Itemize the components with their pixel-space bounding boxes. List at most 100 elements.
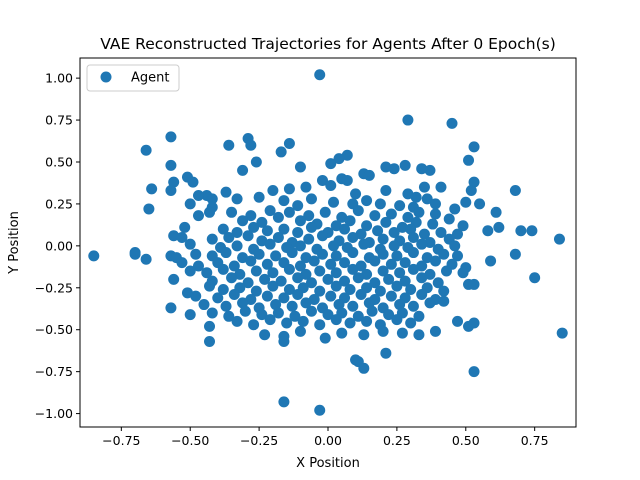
- data-point: [347, 263, 359, 275]
- data-point: [438, 248, 450, 260]
- data-point: [206, 307, 218, 319]
- data-point: [449, 240, 461, 252]
- data-point: [339, 257, 351, 269]
- data-point: [264, 205, 276, 217]
- data-point: [294, 215, 306, 227]
- data-point: [347, 247, 359, 259]
- data-point: [237, 215, 249, 227]
- data-point: [88, 250, 100, 262]
- data-point: [330, 267, 342, 279]
- data-point: [429, 198, 441, 210]
- data-point: [435, 181, 447, 193]
- x-tick-label: 0.75: [521, 433, 549, 448]
- y-tick-label: 0.25: [45, 196, 73, 211]
- data-point: [237, 297, 249, 309]
- data-point: [228, 260, 240, 272]
- data-point: [316, 174, 328, 186]
- data-point: [322, 273, 334, 285]
- data-point: [165, 159, 177, 171]
- data-point: [328, 196, 340, 208]
- data-point: [190, 248, 202, 260]
- data-point: [270, 250, 282, 262]
- data-point: [237, 252, 249, 264]
- data-point: [261, 258, 273, 270]
- data-point: [509, 185, 521, 196]
- data-point: [457, 220, 469, 232]
- data-point: [292, 289, 304, 300]
- data-point: [223, 139, 235, 151]
- data-point: [413, 329, 425, 341]
- data-point: [333, 299, 345, 311]
- data-point: [438, 285, 450, 297]
- data-point: [316, 248, 328, 260]
- data-point: [355, 260, 367, 272]
- data-point: [220, 186, 232, 198]
- x-axis-label: X Position: [296, 456, 360, 471]
- y-tick-label: −0.25: [35, 280, 73, 295]
- data-point: [350, 188, 362, 200]
- data-point: [140, 253, 152, 265]
- data-point: [168, 273, 180, 285]
- data-point: [493, 221, 505, 233]
- data-point: [248, 221, 260, 233]
- data-point: [231, 315, 243, 327]
- data-point: [303, 233, 315, 245]
- data-point: [452, 315, 464, 327]
- data-point: [402, 114, 414, 126]
- data-point: [380, 347, 392, 359]
- data-point: [380, 185, 392, 196]
- data-point: [192, 210, 204, 222]
- data-point: [220, 247, 232, 259]
- data-point: [341, 149, 353, 161]
- data-point: [424, 164, 436, 176]
- data-point: [391, 250, 403, 262]
- data-point: [366, 305, 378, 317]
- data-point: [308, 255, 320, 267]
- x-tick-label: 0.50: [452, 433, 480, 448]
- legend-label: Agent: [131, 71, 169, 86]
- data-point: [286, 300, 298, 312]
- data-point: [358, 362, 370, 374]
- y-tick-label: −1.00: [35, 406, 73, 421]
- data-point: [206, 193, 218, 205]
- data-point: [239, 305, 251, 317]
- data-point: [438, 295, 450, 307]
- data-point: [228, 289, 240, 300]
- data-point: [452, 228, 464, 240]
- data-point: [383, 309, 395, 321]
- data-point: [358, 329, 370, 341]
- data-point: [468, 176, 480, 188]
- data-point: [463, 154, 475, 166]
- data-point: [424, 237, 436, 248]
- data-point: [286, 247, 298, 259]
- data-point: [515, 225, 527, 237]
- data-point: [388, 240, 400, 252]
- data-point: [231, 193, 243, 205]
- data-point: [407, 247, 419, 259]
- data-point: [314, 265, 326, 277]
- data-point: [231, 240, 243, 252]
- data-point: [377, 325, 389, 337]
- data-point: [452, 250, 464, 262]
- data-point: [363, 169, 375, 181]
- data-point: [256, 235, 268, 247]
- y-tick-label: 0.00: [45, 238, 73, 253]
- data-point: [253, 191, 265, 203]
- data-point: [336, 211, 348, 223]
- data-point: [556, 327, 568, 339]
- data-point: [253, 248, 265, 260]
- data-point: [278, 396, 290, 408]
- data-point: [217, 223, 229, 235]
- data-point: [385, 290, 397, 302]
- data-point: [352, 205, 364, 217]
- data-point: [355, 228, 367, 240]
- y-tick-label: 0.75: [45, 113, 73, 128]
- data-point: [270, 299, 282, 311]
- data-point: [421, 193, 433, 205]
- data-point: [407, 263, 419, 275]
- data-point: [294, 240, 306, 252]
- data-point: [165, 131, 177, 143]
- data-point: [223, 231, 235, 243]
- data-point: [325, 158, 337, 170]
- data-point: [140, 144, 152, 156]
